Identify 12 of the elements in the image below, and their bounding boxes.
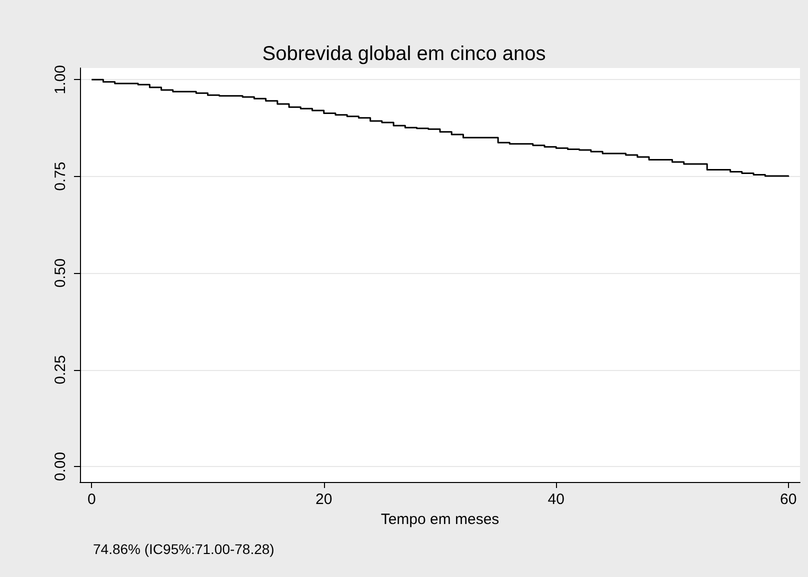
y-tick-label: 0.50 xyxy=(52,258,69,288)
y-tick-label: 0.75 xyxy=(52,162,69,191)
x-tick-label: 20 xyxy=(316,491,332,508)
x-tick-label: 0 xyxy=(87,491,96,508)
y-tick-label: 1.00 xyxy=(52,65,69,94)
x-tick-label: 60 xyxy=(780,491,797,508)
y-tick-label: 0.25 xyxy=(52,355,69,384)
y-tick-label: 0.00 xyxy=(52,452,69,482)
x-axis-title: Tempo em meses xyxy=(380,510,500,528)
x-tick-label: 40 xyxy=(548,491,564,508)
chart-title: Sobrevida global em cinco anos xyxy=(262,43,546,65)
text: 74.86% (IC95%:71.00-78.28) xyxy=(93,541,274,557)
